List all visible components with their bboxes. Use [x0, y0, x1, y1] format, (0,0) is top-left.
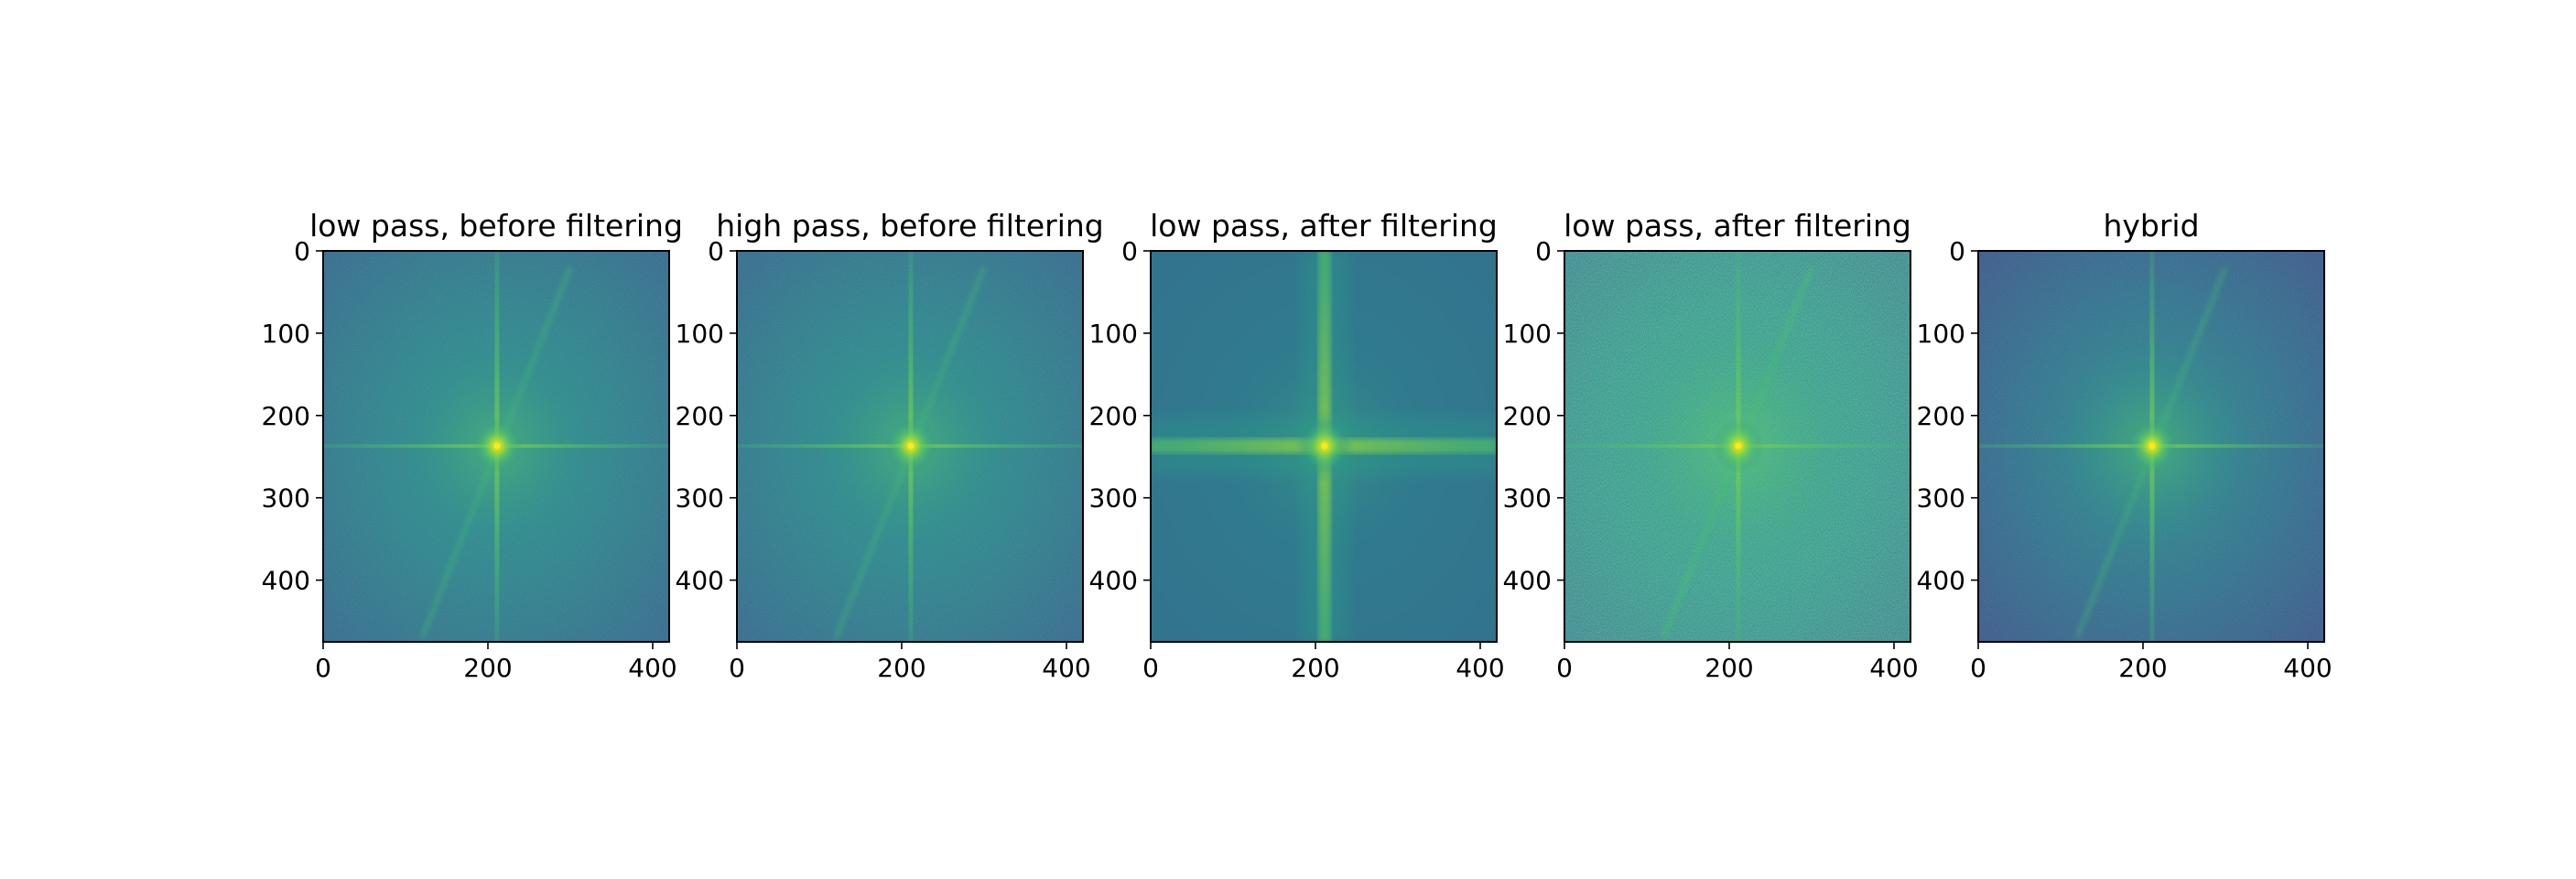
x-tick-label: 0 [1556, 653, 1573, 683]
y-tick-label: 0 [708, 236, 724, 266]
x-tick-label: 400 [1042, 653, 1090, 683]
y-tick-label: 100 [1089, 319, 1138, 349]
spectrum-image [1564, 251, 1910, 642]
y-tick-label: 400 [676, 566, 724, 596]
x-tick-label: 0 [1142, 653, 1159, 683]
x-tick-label: 0 [1970, 653, 1986, 683]
subplot-title: hybrid [2103, 208, 2199, 244]
x-tick-label: 200 [463, 653, 512, 683]
y-tick-label: 400 [1917, 566, 1965, 596]
spectrum-image [323, 251, 669, 642]
subplot-title: low pass, after filtering [1564, 208, 1911, 244]
y-tick-label: 400 [262, 566, 310, 596]
x-tick-label: 200 [2118, 653, 2167, 683]
y-tick-label: 100 [262, 319, 310, 349]
axes-frame [322, 250, 670, 643]
subplot-title: low pass, after filtering [1150, 208, 1498, 244]
center-dot [2148, 442, 2156, 450]
spectrum-image [1978, 251, 2324, 642]
center-dot [1735, 442, 1742, 450]
y-tick-label: 100 [1503, 319, 1552, 349]
subplot-5: hybrid 0 200 400 0 100 200 300 400 [1917, 208, 2332, 683]
y-tick-label: 300 [1503, 483, 1552, 514]
y-tick-label: 300 [262, 483, 310, 514]
y-tick-label: 0 [1535, 236, 1552, 266]
y-tick-label: 300 [676, 483, 724, 514]
axes-frame [736, 250, 1084, 643]
y-tick-label: 0 [1121, 236, 1138, 266]
y-tick-label: 200 [1089, 401, 1138, 431]
y-tick-label: 0 [294, 236, 310, 266]
x-tick-label: 400 [628, 653, 676, 683]
subplot-title: low pass, before filtering [309, 208, 683, 244]
center-dot [1321, 442, 1328, 450]
y-tick-label: 400 [1503, 566, 1552, 596]
y-tick-label: 400 [1089, 566, 1138, 596]
spectrum-image [737, 251, 1083, 642]
subplot-title: high pass, before filtering [716, 208, 1103, 244]
center-dot [907, 442, 915, 450]
subplot-4: low pass, after filtering 0 200 400 0 100 200 3… [1503, 208, 1919, 683]
y-tick-label: 300 [1089, 483, 1138, 514]
x-tick-label: 400 [2283, 653, 2332, 683]
y-tick-label: 300 [1917, 483, 1965, 514]
axes-frame [1150, 250, 1498, 643]
x-tick-label: 400 [1869, 653, 1918, 683]
y-tick-label: 200 [1503, 401, 1552, 431]
x-tick-label: 0 [315, 653, 331, 683]
x-tick-label: 200 [877, 653, 925, 683]
subplot-3: low pass, after filtering 0 200 400 0 100 200 3… [1089, 208, 1505, 683]
y-tick-label: 200 [262, 401, 310, 431]
x-tick-label: 400 [1456, 653, 1504, 683]
y-tick-label: 100 [1917, 319, 1965, 349]
axes-frame [1564, 250, 1911, 643]
center-dot [493, 442, 501, 450]
y-tick-label: 0 [1949, 236, 1965, 266]
y-tick-label: 200 [676, 401, 724, 431]
y-tick-label: 200 [1917, 401, 1965, 431]
x-tick-label: 200 [1705, 653, 1753, 683]
x-tick-label: 200 [1291, 653, 1339, 683]
x-tick-label: 0 [729, 653, 745, 683]
spectrum-image [1151, 251, 1497, 642]
y-tick-label: 100 [676, 319, 724, 349]
axes-frame [1977, 250, 2325, 643]
